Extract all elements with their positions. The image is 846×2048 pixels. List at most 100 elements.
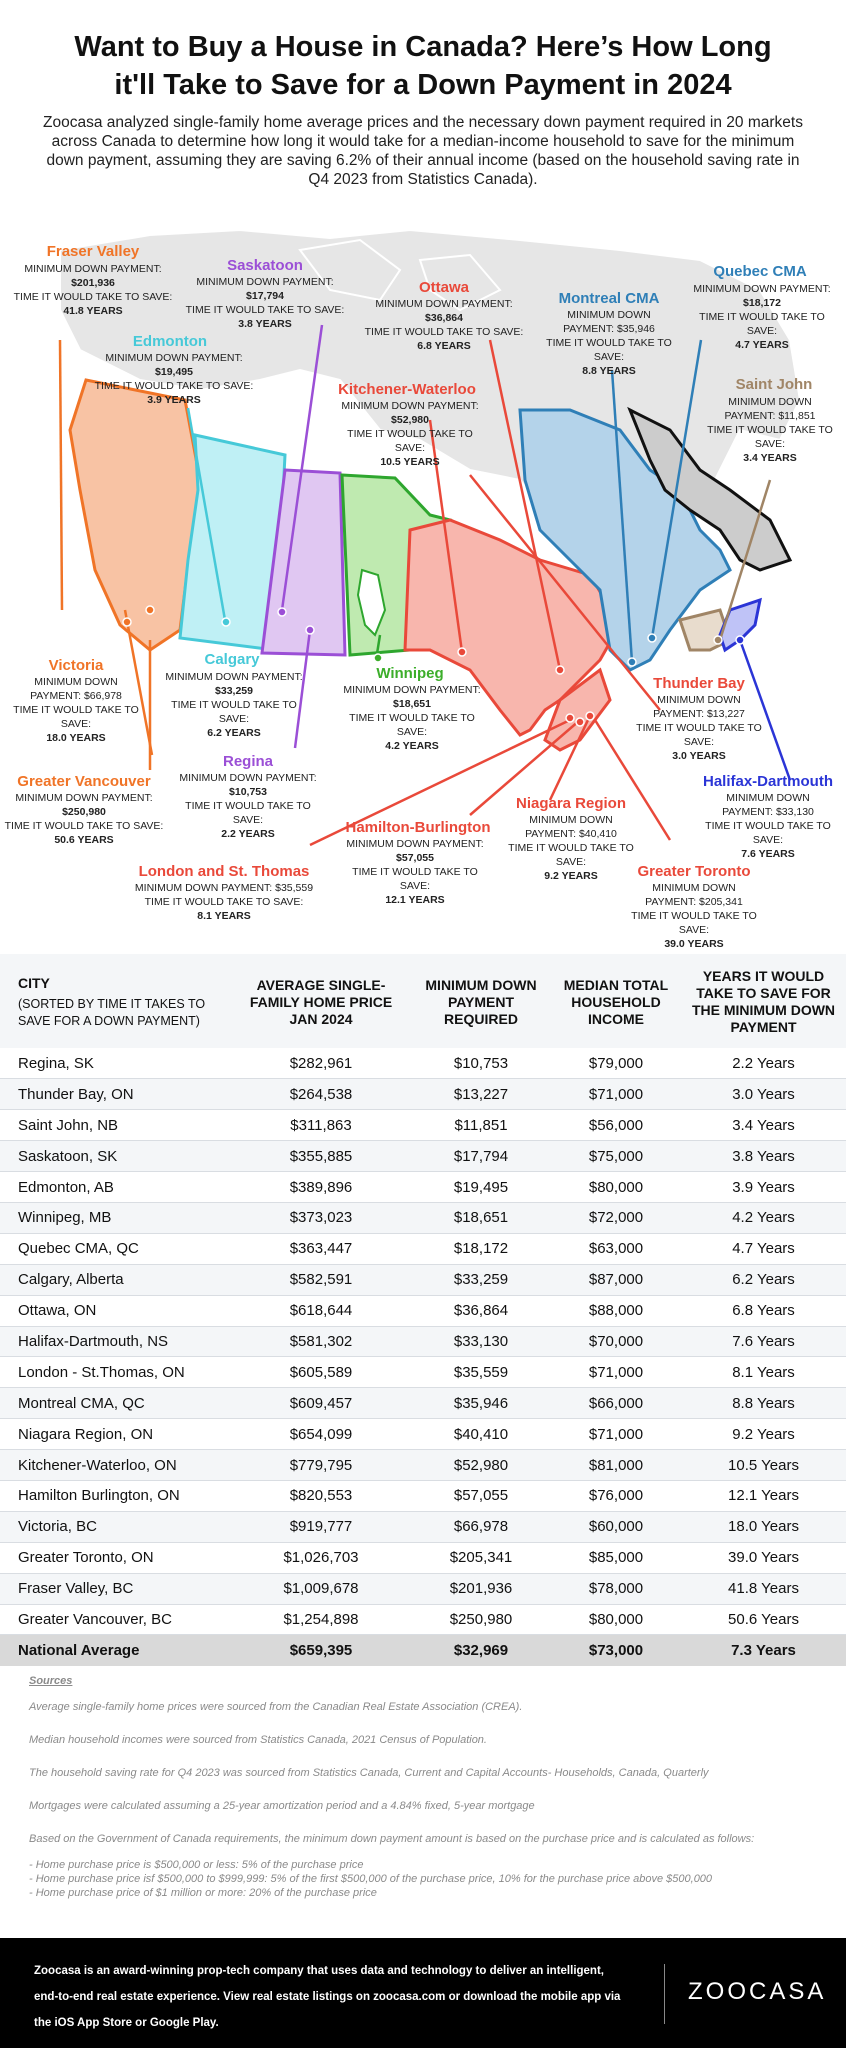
cell-city: Victoria, BC (0, 1511, 231, 1543)
svg-text:TIME IT WOULD TAKE TO: TIME IT WOULD TAKE TO (349, 712, 475, 724)
label-hamilton: Hamilton-Burlington MINIMUM DOWN PAYMENT… (346, 819, 491, 906)
svg-text:Niagara Region: Niagara Region (516, 795, 626, 812)
cell-years: 50.6 Years (681, 1604, 846, 1636)
svg-text:TIME IT WOULD TAKE TO: TIME IT WOULD TAKE TO (508, 842, 634, 854)
sources-heading: Sources (29, 1675, 73, 1687)
svg-text:Regina: Regina (223, 753, 274, 770)
source-down-payment-rules: Based on the Government of Canada requir… (29, 1833, 755, 1845)
cell-years: 10.5 Years (681, 1449, 846, 1481)
label-kitchener: Kitchener-Waterloo MINIMUM DOWN PAYMENT:… (338, 381, 479, 468)
cell-avg-price: $581,302 (231, 1326, 411, 1358)
svg-text:$36,864: $36,864 (425, 312, 463, 324)
cell-avg-price: $389,896 (231, 1171, 411, 1203)
svg-text:$19,495: $19,495 (155, 366, 193, 378)
cell-avg-price: $363,447 (231, 1233, 411, 1265)
svg-text:MINIMUM DOWN PAYMENT:: MINIMUM DOWN PAYMENT: (105, 352, 242, 364)
cell-city: Calgary, Alberta (0, 1264, 231, 1296)
cell-years: 12.1 Years (681, 1480, 846, 1512)
svg-text:$18,651: $18,651 (393, 698, 431, 710)
label-regina: Regina MINIMUM DOWN PAYMENT: $10,753 TIM… (179, 753, 316, 840)
svg-text:$57,055: $57,055 (396, 852, 434, 864)
cell-years: 3.4 Years (681, 1109, 846, 1142)
cell-avg-price: $659,395 (231, 1634, 411, 1666)
cell-years: 4.7 Years (681, 1233, 846, 1265)
cell-city: Saint John, NB (0, 1109, 231, 1142)
label-winnipeg: Winnipeg MINIMUM DOWN PAYMENT: $18,651 T… (343, 665, 480, 752)
svg-text:MINIMUM DOWN PAYMENT:: MINIMUM DOWN PAYMENT: (693, 283, 830, 295)
col-years: YEARS IT WOULD TAKE TO SAVE FOR THE MINI… (681, 954, 846, 1048)
col-city: CITY (SORTED BY TIME IT TAKES TO SAVE FO… (0, 954, 231, 1048)
footer-line: Zoocasa is an award-winning prop-tech co… (34, 1965, 604, 1977)
svg-text:PAYMENT: $66,978: PAYMENT: $66,978 (30, 690, 122, 702)
svg-text:41.8 YEARS: 41.8 YEARS (63, 305, 122, 317)
svg-text:Winnipeg: Winnipeg (376, 665, 443, 682)
cell-years: 8.8 Years (681, 1387, 846, 1420)
cell-years: 41.8 Years (681, 1573, 846, 1605)
cell-years: 7.3 Years (681, 1634, 846, 1666)
cell-city: Fraser Valley, BC (0, 1573, 231, 1605)
source-saving-rate: The household saving rate for Q4 2023 wa… (29, 1767, 709, 1779)
cell-years: 6.2 Years (681, 1264, 846, 1296)
label-calgary: Calgary MINIMUM DOWN PAYMENT: $33,259 TI… (165, 651, 302, 739)
zoocasa-logo[interactable]: ZOOCASA (688, 1978, 827, 2005)
col-income: MEDIAN TOTAL HOUSEHOLD INCOME (551, 954, 681, 1048)
svg-text:Quebec CMA: Quebec CMA (713, 263, 807, 280)
savings-table: CITY (SORTED BY TIME IT TAKES TO SAVE FO… (0, 954, 846, 1666)
svg-text:SAVE:: SAVE: (400, 880, 430, 892)
cell-income: $87,000 (551, 1264, 681, 1296)
label-halifax: Halifax-Dartmouth MINIMUM DOWN PAYMENT: … (703, 773, 833, 860)
cell-avg-price: $311,863 (231, 1109, 411, 1142)
svg-text:MINIMUM DOWN PAYMENT:: MINIMUM DOWN PAYMENT: (343, 684, 480, 696)
svg-text:4.2 YEARS: 4.2 YEARS (385, 740, 439, 752)
footer-line: end-to-end real estate experience. View … (34, 1991, 621, 2003)
svg-text:7.6 YEARS: 7.6 YEARS (741, 848, 795, 860)
cell-years: 4.2 Years (681, 1202, 846, 1234)
cell-city: Kitchener-Waterloo, ON (0, 1449, 231, 1481)
svg-text:SAVE:: SAVE: (395, 442, 425, 454)
svg-text:TIME IT WOULD TAKE TO: TIME IT WOULD TAKE TO (705, 820, 831, 832)
table-row: Regina, SK $282,961 $10,753 $79,000 2.2 Year… (0, 1048, 846, 1080)
cell-income: $71,000 (551, 1356, 681, 1389)
cell-avg-price: $1,026,703 (231, 1542, 411, 1574)
rule-bullet: - Home purchase price isf $500,000 to $9… (29, 1873, 713, 1885)
svg-text:SAVE:: SAVE: (684, 736, 714, 748)
svg-text:TIME IT WOULD TAKE TO: TIME IT WOULD TAKE TO (546, 337, 672, 349)
cell-income: $70,000 (551, 1326, 681, 1358)
svg-text:TIME IT WOULD TAKE TO: TIME IT WOULD TAKE TO (185, 800, 311, 812)
map-land-islands (298, 238, 502, 312)
label-greater-vancouver: Greater Vancouver MINIMUM DOWN PAYMENT: … (5, 773, 164, 846)
svg-text:MINIMUM DOWN PAYMENT: $35,559: MINIMUM DOWN PAYMENT: $35,559 (135, 882, 313, 894)
label-ottawa: Ottawa MINIMUM DOWN PAYMENT: $36,864 TIM… (365, 279, 524, 352)
svg-text:TIME IT WOULD TAKE TO SAVE:: TIME IT WOULD TAKE TO SAVE: (145, 896, 304, 908)
region-newfoundland (627, 406, 793, 572)
cell-avg-price: $264,538 (231, 1078, 411, 1111)
region-fraser-valley (68, 378, 202, 652)
cell-years: 3.8 Years (681, 1140, 846, 1173)
cell-income: $88,000 (551, 1295, 681, 1327)
svg-text:$250,980: $250,980 (62, 806, 106, 818)
intro-paragraph: Zoocasa analyzed single-family home aver… (43, 114, 803, 188)
svg-text:SAVE:: SAVE: (679, 924, 709, 936)
cell-city: Quebec CMA, QC (0, 1233, 231, 1265)
svg-text:MINIMUM DOWN PAYMENT:: MINIMUM DOWN PAYMENT: (15, 792, 152, 804)
svg-text:TIME IT WOULD TAKE TO SAVE:: TIME IT WOULD TAKE TO SAVE: (186, 304, 345, 316)
svg-text:MINIMUM DOWN: MINIMUM DOWN (726, 792, 809, 804)
label-niagara: Niagara Region MINIMUM DOWN PAYMENT: $40… (508, 795, 634, 882)
col-min-down: MINIMUM DOWN PAYMENT REQUIRED (411, 954, 551, 1048)
cell-min-down: $13,227 (411, 1078, 551, 1111)
svg-text:TIME IT WOULD TAKE TO: TIME IT WOULD TAKE TO (13, 704, 139, 716)
svg-text:TIME IT WOULD TAKE TO: TIME IT WOULD TAKE TO (352, 866, 478, 878)
region-quebec (518, 408, 732, 672)
table-row: Niagara Region, ON $654,099 $40,410 $71,000… (0, 1418, 846, 1451)
cell-avg-price: $919,777 (231, 1511, 411, 1543)
svg-text:$201,936: $201,936 (71, 277, 115, 289)
cell-income: $71,000 (551, 1078, 681, 1111)
cell-city: Niagara Region, ON (0, 1418, 231, 1451)
svg-text:SAVE:: SAVE: (233, 814, 263, 826)
cell-years: 18.0 Years (681, 1511, 846, 1543)
svg-text:MINIMUM DOWN: MINIMUM DOWN (34, 676, 117, 688)
svg-text:SAVE:: SAVE: (755, 438, 785, 450)
svg-text:3.0 YEARS: 3.0 YEARS (672, 750, 726, 762)
table-row: Edmonton, AB $389,896 $19,495 $80,000 3.9 Ye… (0, 1171, 846, 1203)
table-header-row: CITY (SORTED BY TIME IT TAKES TO SAVE FO… (0, 954, 846, 1048)
